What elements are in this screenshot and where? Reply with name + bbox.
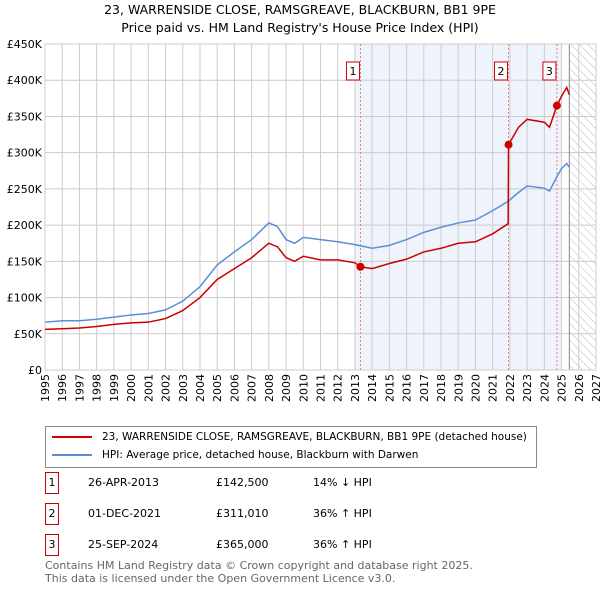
sale-number: 3: [45, 534, 59, 556]
y-tick-label: £300K: [7, 147, 43, 160]
footer-copyright: Contains HM Land Registry data © Crown c…: [45, 559, 473, 572]
sale-label-box: [494, 61, 509, 81]
x-tick-label: 1999: [108, 374, 121, 402]
x-tick-label: 2026: [573, 374, 586, 402]
footer-licence: This data is licensed under the Open Gov…: [45, 572, 396, 585]
sale-number: 2: [45, 503, 59, 525]
sale-point: [356, 262, 365, 271]
x-tick-label: 2011: [315, 374, 328, 402]
x-tick-label: 2013: [349, 374, 362, 402]
blue-line-swatch: [52, 454, 92, 456]
chart-title: 23, WARRENSIDE CLOSE, RAMSGREAVE, BLACKB…: [104, 2, 496, 17]
x-tick-label: 2009: [280, 374, 293, 402]
sale-point: [552, 101, 561, 110]
sale-row: 1 26-APR-2013 £142,500 14% ↓ HPI: [45, 472, 545, 494]
x-tick-label: 2004: [194, 374, 207, 402]
red-line-swatch: [52, 436, 92, 438]
hpi-line: [44, 162, 570, 323]
sale-hpi-diff: 36% ↑ HPI: [313, 538, 372, 551]
sale-price: £142,500: [216, 476, 269, 489]
sale-hpi-diff: 36% ↑ HPI: [313, 507, 372, 520]
x-tick-label: 1997: [73, 374, 86, 402]
sale-label: 2: [498, 65, 505, 78]
y-tick-label: £250K: [7, 183, 43, 196]
legend: 23, WARRENSIDE CLOSE, RAMSGREAVE, BLACKB…: [45, 426, 537, 468]
sale-row: 2 01-DEC-2021 £311,010 36% ↑ HPI: [45, 503, 545, 525]
chart-subtitle: Price paid vs. HM Land Registry's House …: [121, 20, 479, 35]
x-tick-label: 2017: [418, 374, 431, 402]
sale-number: 1: [45, 472, 59, 494]
legend-label: 23, WARRENSIDE CLOSE, RAMSGREAVE, BLACKB…: [102, 431, 527, 443]
x-tick-label: 2015: [383, 374, 396, 402]
forecast-hatch: [569, 44, 596, 370]
sale-label: 3: [546, 65, 553, 78]
sale-label: 1: [349, 65, 356, 78]
x-tick-label: 2021: [487, 374, 500, 402]
sale-price: £365,000: [216, 538, 269, 551]
x-tick-label: 2014: [366, 374, 379, 402]
x-tick-label: 2007: [246, 374, 259, 402]
legend-item-property: 23, WARRENSIDE CLOSE, RAMSGREAVE, BLACKB…: [52, 431, 527, 443]
sale-price: £311,010: [216, 507, 269, 520]
x-tick-label: 2019: [452, 374, 465, 402]
x-tick-label: 2010: [297, 374, 310, 402]
x-tick-label: 1998: [91, 374, 104, 402]
sale-label-box: [542, 61, 557, 81]
x-tick-label: 2016: [401, 374, 414, 402]
sale-label-box: [345, 61, 360, 81]
legend-item-hpi: HPI: Average price, detached house, Blac…: [52, 449, 418, 461]
price-paid-line: [44, 85, 571, 331]
x-tick-label: 2005: [211, 374, 224, 402]
y-tick-label: £0: [28, 364, 42, 377]
sale-point: [504, 140, 513, 149]
x-tick-label: 2027: [590, 374, 600, 402]
x-tick-label: 2002: [160, 374, 173, 402]
sale-date: 01-DEC-2021: [88, 507, 162, 520]
x-tick-label: 2012: [332, 374, 345, 402]
y-tick-label: £400K: [7, 74, 43, 87]
x-tick-label: 1996: [56, 374, 69, 402]
x-tick-label: 2018: [435, 374, 448, 402]
sale-row: 3 25-SEP-2024 £365,000 36% ↑ HPI: [45, 534, 545, 556]
y-tick-label: £450K: [7, 38, 43, 51]
sale-date: 25-SEP-2024: [88, 538, 159, 551]
sale-date: 26-APR-2013: [88, 476, 160, 489]
legend-label: HPI: Average price, detached house, Blac…: [102, 449, 419, 461]
y-tick-label: £350K: [7, 110, 43, 123]
x-tick-label: 2022: [504, 374, 517, 402]
x-tick-label: 2001: [142, 374, 155, 402]
x-tick-label: 2000: [125, 374, 138, 402]
y-tick-label: £200K: [7, 219, 43, 232]
x-tick-label: 2003: [177, 374, 190, 402]
y-tick-label: £50K: [14, 328, 43, 341]
x-tick-label: 2025: [556, 374, 569, 402]
x-tick-label: 2023: [521, 374, 534, 402]
sale-hpi-diff: 14% ↓ HPI: [313, 476, 372, 489]
x-tick-label: 2008: [263, 374, 276, 402]
plot-frame: [44, 43, 597, 371]
x-tick-label: 1995: [39, 374, 52, 402]
x-tick-label: 2024: [538, 374, 551, 402]
x-tick-label: 2006: [228, 374, 241, 402]
y-tick-label: £150K: [7, 255, 43, 268]
x-tick-label: 2020: [469, 374, 482, 402]
y-tick-label: £100K: [7, 292, 43, 305]
price-chart: 1995 1996 1997 1998 1999 2000 2001 2002 2003 2004…: [7, 38, 600, 402]
